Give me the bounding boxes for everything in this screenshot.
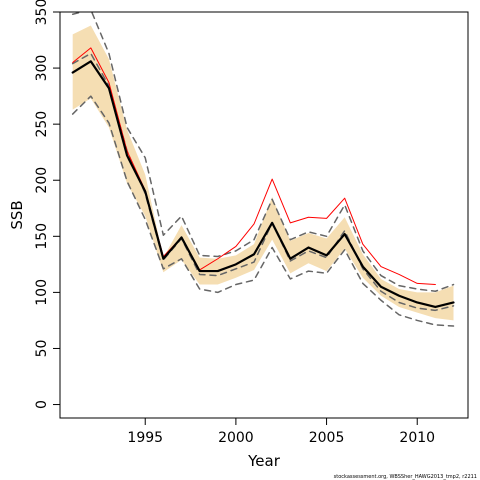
y-tick-label: 0	[34, 400, 50, 409]
x-tick-label: 2005	[309, 430, 345, 446]
y-tick-label: 50	[34, 340, 50, 358]
y-tick-label: 300	[34, 55, 50, 82]
dashed-upper-line	[71, 12, 455, 293]
y-tick-label: 200	[34, 167, 50, 194]
x-axis: 1995 2000 2005 2010	[127, 418, 435, 446]
x-tick-label: 2000	[218, 430, 254, 446]
x-axis-title: Year	[247, 452, 281, 470]
y-tick-label: 350	[34, 0, 50, 25]
plot-marks	[71, 12, 455, 327]
red-line	[72, 47, 436, 286]
y-axis: 0 50 100 150 200 250 300 350	[34, 0, 60, 409]
y-axis-title: SSB	[8, 200, 26, 229]
x-tick-label: 2010	[399, 430, 435, 446]
dashed-lower-line	[71, 95, 455, 327]
y-tick-label: 250	[34, 111, 50, 138]
series-group	[71, 12, 455, 327]
confidence-band	[72, 25, 454, 321]
estimate-line	[71, 60, 455, 309]
plot-frame	[59, 11, 469, 419]
credit-text: stockassessment.org, WBSSher_HAWG2013_tm…	[334, 474, 477, 480]
x-tick-label: 1995	[127, 430, 163, 446]
y-tick-label: 100	[34, 279, 50, 306]
y-tick-label: 150	[34, 223, 50, 250]
